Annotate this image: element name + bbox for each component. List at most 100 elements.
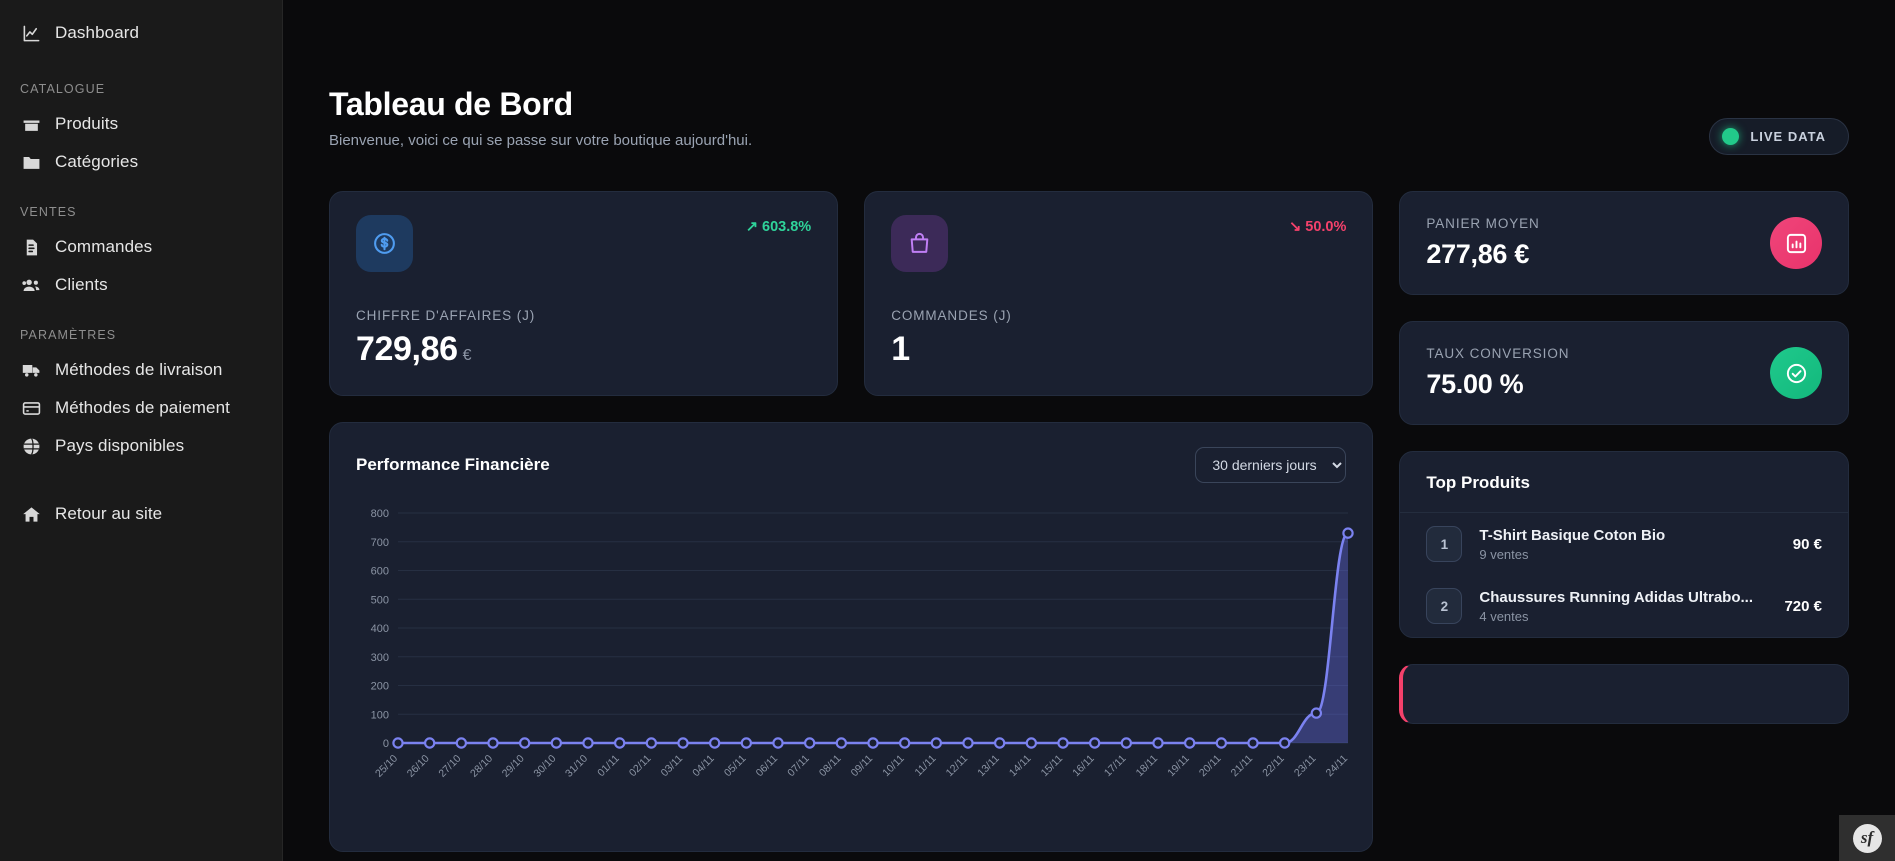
live-status-dot (1722, 128, 1740, 145)
svg-text:23/11: 23/11 (1292, 753, 1319, 780)
svg-text:800: 800 (371, 508, 389, 520)
svg-text:25/10: 25/10 (373, 753, 400, 780)
chart-header: Performance Financière 7 derniers jours3… (356, 447, 1347, 483)
sidebar-item-label: Produits (55, 114, 119, 133)
svg-text:04/11: 04/11 (690, 753, 717, 780)
stat-card-value: 75.00 % (1426, 369, 1524, 399)
truck-icon (20, 359, 42, 381)
kpi-card-chiffre-affaires: ↗ 603.8% CHIFFRE D'AFFAIRES (J) 729,86 € (329, 191, 839, 396)
svg-text:08/11: 08/11 (817, 753, 844, 780)
top-products-header: Top Produits (1400, 452, 1848, 513)
sidebar-item-dashboard[interactable]: Dashboard (0, 14, 282, 52)
svg-text:28/10: 28/10 (468, 753, 495, 780)
product-sales: 4 ventes (1479, 608, 1529, 624)
product-name: T-Shirt Basique Coton Bio (1479, 526, 1666, 544)
svg-text:06/11: 06/11 (754, 753, 781, 780)
sidebar-item-commandes[interactable]: Commandes (0, 228, 282, 266)
receipt-icon (20, 236, 42, 258)
symfony-logo-icon: sf (1852, 823, 1882, 853)
svg-text:31/10: 31/10 (563, 753, 590, 780)
svg-text:21/11: 21/11 (1229, 753, 1256, 780)
svg-text:0: 0 (383, 738, 389, 750)
kpi-card-label: CHIFFRE D'AFFAIRES (J) (356, 308, 536, 323)
sidebar-item-produits[interactable]: Produits (0, 105, 282, 143)
svg-text:700: 700 (371, 537, 389, 549)
chart-title: Performance Financière (356, 455, 550, 474)
stat-card-label: TAUX CONVERSION (1426, 346, 1570, 361)
sidebar-item-label: Catégories (55, 152, 139, 171)
live-data-badge[interactable]: LIVE DATA (1709, 118, 1849, 155)
page-header-text: Tableau de Bord Bienvenue, voici ce qui … (329, 86, 752, 149)
kpi-card-top: ↘ 50.0% (891, 215, 1346, 272)
svg-text:30/10: 30/10 (531, 753, 558, 780)
svg-text:22/11: 22/11 (1260, 753, 1287, 780)
svg-text:01/11: 01/11 (595, 753, 622, 780)
svg-text:200: 200 (371, 681, 389, 693)
sidebar-section-catalogue: CATALOGUE (20, 82, 106, 96)
page-title: Tableau de Bord (329, 86, 573, 122)
kpi-row: ↗ 603.8% CHIFFRE D'AFFAIRES (J) 729,86 € (329, 191, 1374, 396)
chart-range-select[interactable]: 7 derniers jours30 derniers jours90 dern… (1195, 447, 1347, 483)
sidebar-item-pays-disponibles[interactable]: Pays disponibles (0, 427, 282, 465)
product-amount: 720 € (1784, 597, 1822, 615)
svg-text:100: 100 (371, 709, 389, 721)
dollar-circle-icon (356, 215, 413, 272)
kpi-trend-value: ↘ 50.0% (1289, 219, 1347, 235)
svg-text:24/11: 24/11 (1324, 753, 1351, 780)
kpi-trend-value: ↗ 603.8% (745, 219, 812, 235)
sidebar-item-methodes-de-paiement[interactable]: Méthodes de paiement (0, 389, 282, 427)
sidebar-item-clients[interactable]: Clients (0, 266, 282, 304)
svg-text:17/11: 17/11 (1102, 753, 1129, 780)
kpi-card-value: 1 (891, 330, 1346, 369)
check-circle-icon (1770, 347, 1822, 399)
list-item[interactable]: 1 T-Shirt Basique Coton Bio 9 ventes 90 … (1400, 513, 1848, 575)
svg-text:09/11: 09/11 (849, 753, 876, 780)
sidebar-item-label: Méthodes de livraison (55, 360, 223, 379)
svg-text:500: 500 (371, 594, 389, 606)
svg-text:12/11: 12/11 (944, 753, 971, 780)
top-products-title: Top Produits (1426, 473, 1530, 492)
kpi-value-currency: € (462, 347, 472, 364)
kpi-card-top: ↗ 603.8% (356, 215, 811, 272)
svg-text:14/11: 14/11 (1007, 753, 1034, 780)
sidebar-item-label: Commandes (55, 237, 153, 256)
main-content: Tableau de Bord Bienvenue, voici ce qui … (283, 0, 1895, 861)
sidebar-item-label: Dashboard (55, 23, 140, 42)
svg-text:05/11: 05/11 (722, 753, 749, 780)
symfony-toolbar-badge[interactable]: sf (1839, 815, 1895, 861)
sidebar-divider-space (0, 465, 282, 495)
product-name: Chaussures Running Adidas Ultrabo... (1479, 588, 1753, 606)
stat-card-text: PANIER MOYEN 277,86 € (1426, 216, 1539, 270)
bar-chart-icon (1770, 217, 1822, 269)
svg-text:29/10: 29/10 (500, 753, 527, 780)
kpi-value-number: 1 (891, 330, 910, 368)
sidebar-item-methodes-de-livraison[interactable]: Méthodes de livraison (0, 351, 282, 389)
svg-text:400: 400 (371, 623, 389, 635)
list-item[interactable]: 2 Chaussures Running Adidas Ultrabo... 4… (1400, 575, 1848, 637)
sidebar-section-parametres: PARAMÈTRES (20, 328, 117, 342)
chart-card: Performance Financière 7 derniers jours3… (329, 422, 1374, 852)
stat-card-panier-moyen: PANIER MOYEN 277,86 € (1399, 191, 1849, 295)
sidebar-item-categories[interactable]: Catégories (0, 143, 282, 181)
kpi-card-commandes: ↘ 50.0% COMMANDES (J) 1 (864, 191, 1374, 396)
sidebar-item-label: Pays disponibles (55, 436, 185, 455)
stat-card-value: 277,86 € (1426, 239, 1530, 269)
stat-card-text: TAUX CONVERSION 75.00 % (1426, 346, 1569, 400)
svg-text:26/10: 26/10 (405, 753, 432, 780)
sidebar-item-label: Retour au site (55, 504, 163, 523)
svg-text:03/11: 03/11 (659, 753, 686, 780)
svg-text:600: 600 (371, 566, 389, 578)
credit-card-icon (20, 397, 42, 419)
sidebar-section-ventes: VENTES (20, 205, 77, 219)
sidebar: Dashboard CATALOGUE Produits Catégories … (0, 0, 283, 861)
svg-text:11/11: 11/11 (912, 753, 938, 779)
svg-text:18/11: 18/11 (1134, 753, 1161, 780)
globe-icon (20, 435, 42, 457)
svg-text:300: 300 (371, 652, 389, 664)
sidebar-item-retour-au-site[interactable]: Retour au site (0, 495, 282, 533)
live-data-label: LIVE DATA (1750, 129, 1826, 144)
stat-card-label: PANIER MOYEN (1426, 216, 1540, 231)
product-info: Chaussures Running Adidas Ultrabo... 4 v… (1479, 589, 1753, 624)
chart-line-icon (20, 22, 42, 44)
